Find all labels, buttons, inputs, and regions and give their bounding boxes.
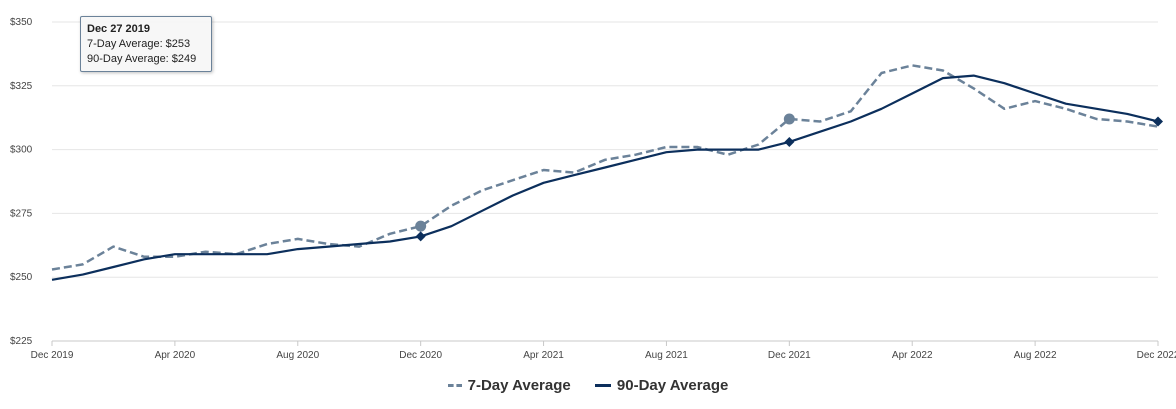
series-markers <box>415 113 1163 242</box>
series-lines <box>51 64 1159 281</box>
x-tick-label: Aug 2020 <box>276 350 319 361</box>
marker-7day[interactable] <box>415 220 427 232</box>
y-tick-label: $300 <box>10 145 33 156</box>
legend-label-90day: 90-Day Average <box>616 377 729 394</box>
legend: 7-Day Average 90-Day Average <box>0 374 1176 394</box>
tooltip-date: Dec 27 2019 <box>87 23 150 35</box>
legend-swatch-7day <box>447 384 462 387</box>
x-tick-label: Dec 2019 <box>31 350 74 361</box>
grid-lines <box>52 21 1158 342</box>
series-line-90day[interactable] <box>51 74 1159 281</box>
marker-90day[interactable] <box>415 231 426 242</box>
legend-swatch-90day <box>594 384 611 387</box>
y-tick-label: $225 <box>10 336 33 347</box>
y-tick-label: $275 <box>10 208 33 219</box>
marker-90day[interactable] <box>784 136 795 147</box>
legend-item-90day[interactable]: 90-Day Average <box>594 377 729 394</box>
x-tick-label: Dec 2022 <box>1137 350 1176 361</box>
legend-item-7day[interactable]: 7-Day Average <box>447 377 571 394</box>
y-axis-ticks: $350 $325 $300 $275 $250 $225 <box>10 17 33 347</box>
x-axis-ticks: Dec 2019 Apr 2020 Aug 2020 Dec 2020 Apr 2021… <box>31 341 1176 361</box>
y-tick-label: $350 <box>10 17 33 28</box>
y-tick-label: $325 <box>10 81 33 92</box>
x-tick-label: Apr 2020 <box>155 350 196 361</box>
series-line-7day[interactable] <box>51 64 1159 271</box>
x-tick-label: Apr 2021 <box>523 350 564 361</box>
legend-label-7day: 7-Day Average <box>467 377 571 394</box>
tooltip: Dec 27 2019 7-Day Average: $253 90-Day A… <box>80 16 212 72</box>
x-tick-label: Aug 2021 <box>645 350 688 361</box>
x-tick-label: Aug 2022 <box>1014 350 1057 361</box>
marker-7day[interactable] <box>783 113 795 125</box>
x-tick-label: Dec 2021 <box>768 350 811 361</box>
tooltip-7day: 7-Day Average: $253 <box>87 38 191 50</box>
x-tick-label: Dec 2020 <box>399 350 442 361</box>
tooltip-90day: 90-Day Average: $249 <box>87 53 197 65</box>
marker-90day[interactable] <box>1153 116 1163 127</box>
y-tick-label: $250 <box>10 272 33 283</box>
x-tick-label: Apr 2022 <box>892 350 933 361</box>
